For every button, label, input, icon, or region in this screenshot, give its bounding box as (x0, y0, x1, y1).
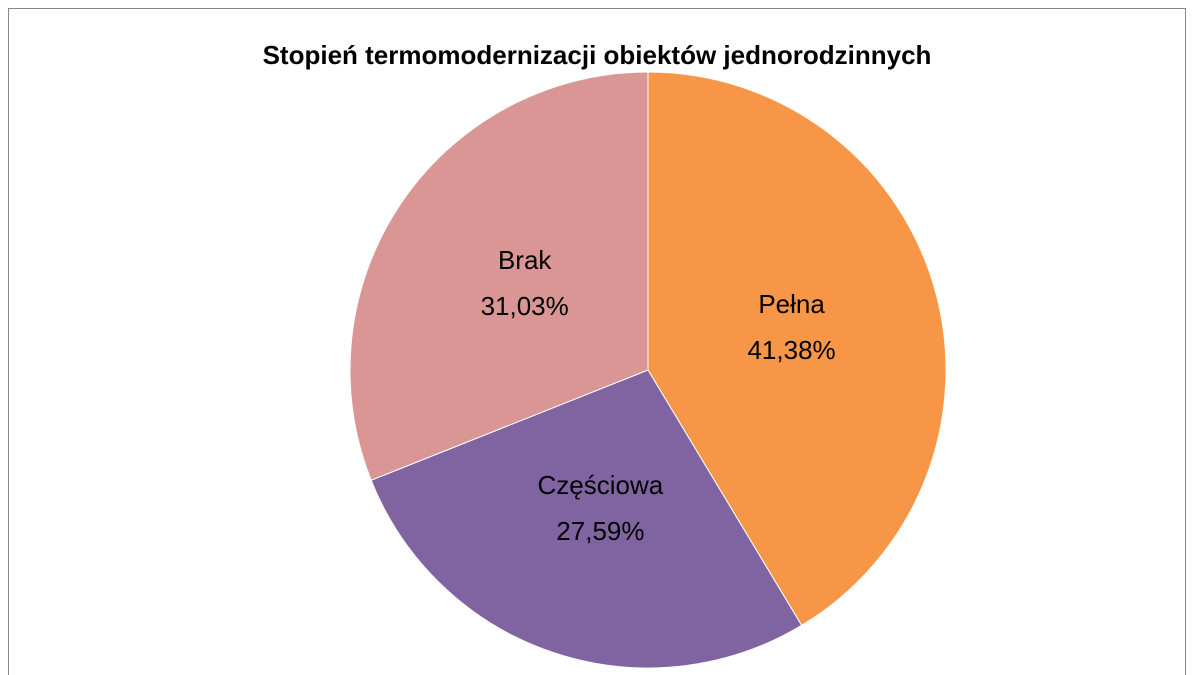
slice-category-label: Pełna (758, 289, 825, 319)
chart-title: Stopień termomodernizacji obiektów jedno… (263, 40, 932, 70)
slice-category-label: Częściowa (538, 470, 664, 500)
pie-slice (370, 369, 803, 669)
slice-value-label: 31,03% (481, 291, 569, 321)
slice-value-label: 41,38% (747, 335, 835, 365)
slice-category-label: Brak (498, 245, 552, 275)
slice-value-label: 27,59% (556, 516, 644, 546)
pie-slice (349, 71, 649, 481)
pie-slice (647, 71, 947, 627)
